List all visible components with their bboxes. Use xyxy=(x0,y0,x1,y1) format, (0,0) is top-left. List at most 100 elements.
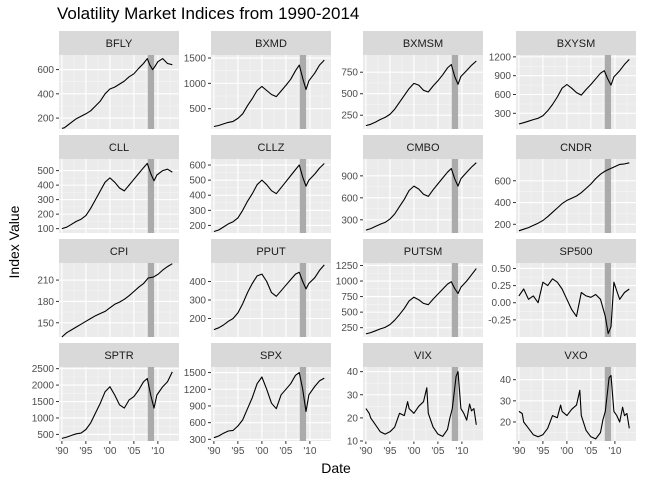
shaded-region xyxy=(299,159,307,233)
y-tick-label: 500 xyxy=(37,166,54,177)
x-tick-label: '90 xyxy=(55,446,68,457)
y-tick-label: 500 xyxy=(37,430,54,441)
y-tick-label: 40 xyxy=(500,375,512,386)
shaded-region xyxy=(147,159,155,233)
facet-cndr: CNDR 200 400 600 xyxy=(494,135,636,233)
facet-label: CLL xyxy=(109,142,129,154)
y-tick-label: 1000 xyxy=(32,413,55,424)
facet-label: VIX xyxy=(414,350,432,362)
y-tick-label: 400 xyxy=(37,181,54,192)
panel-background xyxy=(211,55,331,129)
series-line-bfly xyxy=(61,58,173,129)
facet-label: CLLZ xyxy=(258,142,285,154)
y-tick-label: 750 xyxy=(341,68,358,79)
shaded-region xyxy=(604,159,612,233)
series-line-vix xyxy=(365,371,477,437)
y-tick-label: 600 xyxy=(494,176,511,187)
y-tick-label: 30 xyxy=(500,396,512,407)
shaded-region xyxy=(299,263,307,337)
y-tick-label: 210 xyxy=(37,276,54,287)
series-line-sp500 xyxy=(518,278,630,335)
facet-strip xyxy=(59,343,179,367)
y-tick-label: 300 xyxy=(189,206,206,217)
y-tick-label: 20 xyxy=(500,417,512,428)
y-tick-label: 1000 xyxy=(184,79,207,90)
y-tick-label: 300 xyxy=(189,296,206,307)
facet-label: PPUT xyxy=(256,246,286,258)
panel-background xyxy=(363,263,483,337)
facet-strip xyxy=(516,239,636,263)
facet-cllz: CLLZ 200 300 400 500 600 xyxy=(189,135,331,233)
y-tick-label: 10 xyxy=(347,437,359,448)
facet-strip xyxy=(59,31,179,55)
y-tick-label: 250 xyxy=(341,323,358,334)
facet-label: SP500 xyxy=(559,246,592,258)
shaded-region xyxy=(604,367,612,441)
facet-label: PUTSM xyxy=(404,246,443,258)
y-tick-label: 200 xyxy=(189,314,206,325)
panel-background xyxy=(211,159,331,233)
facet-strip xyxy=(59,135,179,159)
y-tick-label: 500 xyxy=(341,89,358,100)
series-line-bxysm xyxy=(518,59,630,125)
y-tick-label: 400 xyxy=(37,89,54,100)
shaded-region xyxy=(147,367,155,441)
facet-bxmd: BXMD 500 1000 1500 xyxy=(184,31,331,129)
x-tick-label: '10 xyxy=(608,446,621,457)
facet-strip xyxy=(211,31,331,55)
facet-strip xyxy=(59,239,179,263)
y-tick-label: 200 xyxy=(37,114,54,125)
shaded-region xyxy=(451,263,459,337)
y-tick-label: 250 xyxy=(341,111,358,122)
x-tick-label: '00 xyxy=(255,446,268,457)
y-tick-label: 300 xyxy=(341,215,358,226)
y-tick-label: 0.00 xyxy=(492,298,512,309)
y-tick-label: 600 xyxy=(494,90,511,101)
shaded-region xyxy=(604,263,612,337)
facet-strip xyxy=(363,343,483,367)
series-line-bxmsm xyxy=(365,60,477,127)
facet-label: BFLY xyxy=(106,38,133,50)
y-tick-label: 200 xyxy=(189,221,206,232)
y-tick-label: 2500 xyxy=(32,364,55,375)
series-line-cpi xyxy=(61,263,173,338)
series-line-cndr xyxy=(518,162,630,232)
facet-strip xyxy=(516,135,636,159)
x-tick-label: '10 xyxy=(303,446,316,457)
shaded-region xyxy=(451,159,459,233)
y-tick-label: 600 xyxy=(341,193,358,204)
facet-strip xyxy=(363,239,483,263)
y-tick-label: 100 xyxy=(37,224,54,235)
x-tick-label: '00 xyxy=(103,446,116,457)
facet-putsm: PUTSM 250 500 750 1000 1250 xyxy=(336,239,483,337)
y-tick-label: 400 xyxy=(189,277,206,288)
y-tick-label: 200 xyxy=(37,210,54,221)
y-tick-label: 300 xyxy=(189,435,206,446)
x-tick-label: '90 xyxy=(512,446,525,457)
facet-strip xyxy=(211,343,331,367)
y-tick-label: 0.25 xyxy=(492,281,512,292)
series-line-putsm xyxy=(365,268,477,335)
y-tick-label: 400 xyxy=(494,198,511,209)
series-line-vxo xyxy=(518,374,630,440)
x-tick-label: '90 xyxy=(207,446,220,457)
y-tick-label: 200 xyxy=(494,220,511,231)
facet-label: BXYSM xyxy=(557,38,596,50)
shaded-region xyxy=(299,55,307,129)
y-tick-label: 300 xyxy=(494,109,511,120)
x-tick-label: '95 xyxy=(231,446,244,457)
x-tick-label: '05 xyxy=(127,446,140,457)
x-tick-label: '90 xyxy=(359,446,372,457)
y-tick-label: 40 xyxy=(347,367,359,378)
y-axis-title: Index Value xyxy=(6,205,22,279)
facet-cmbo: CMBO 300 600 900 xyxy=(341,135,483,233)
x-tick-label: '10 xyxy=(455,446,468,457)
y-tick-label: 180 xyxy=(37,297,54,308)
series-line-cllz xyxy=(213,163,325,233)
y-tick-label: 900 xyxy=(341,171,358,182)
panel-background xyxy=(516,367,636,441)
x-axis-title: Date xyxy=(321,460,351,476)
y-tick-label: 600 xyxy=(189,161,206,172)
